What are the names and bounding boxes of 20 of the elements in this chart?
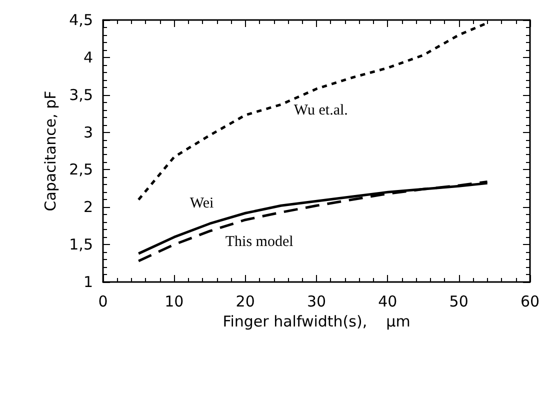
y-tick-label: 2,5 (69, 160, 93, 179)
y-tick-label: 3,5 (69, 86, 93, 104)
y-tick-label: 4,5 (69, 11, 93, 29)
y-tick-label: 1,5 (69, 236, 93, 254)
series-label: Wei (190, 196, 214, 212)
series-label: This model (225, 234, 294, 250)
x-axis-title: Finger halfwidth(s), µm (222, 312, 410, 330)
y-tick-label: 1 (83, 273, 93, 291)
x-tick-label: 50 (449, 292, 468, 310)
x-tick-label: 20 (236, 292, 255, 310)
y-tick-label: 2 (83, 198, 93, 216)
series-label: Wu et.al. (294, 102, 348, 119)
x-tick-label: 40 (378, 292, 398, 310)
y-tick-label: 3 (83, 123, 93, 142)
y-axis-title: Capacitance, pF (42, 90, 60, 212)
y-tick-label: 4 (83, 48, 93, 66)
x-tick-label: 60 (520, 292, 540, 310)
x-tick-label: 10 (164, 292, 184, 310)
x-tick-label: 0 (98, 292, 108, 310)
x-tick-label: 30 (306, 292, 326, 310)
